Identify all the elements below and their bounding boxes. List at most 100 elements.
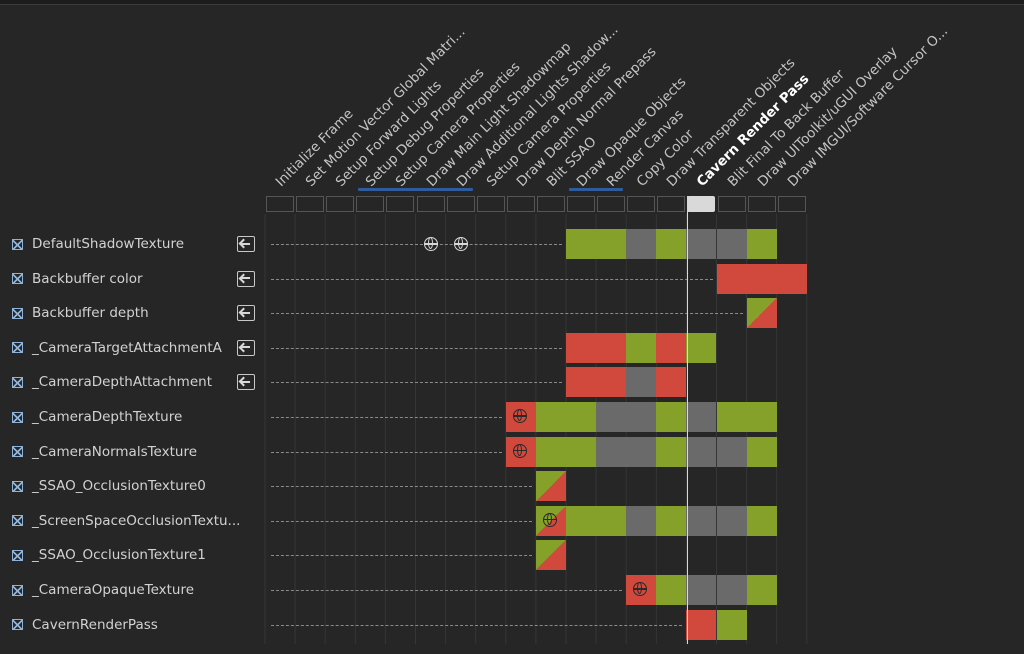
usage-cell[interactable] [716,609,747,640]
pass-header-cell[interactable] [747,196,776,212]
import-icon[interactable] [237,374,255,391]
pass-header-cell[interactable] [446,196,475,212]
usage-cell[interactable] [776,263,807,294]
usage-cell[interactable] [716,575,747,605]
usage-cell[interactable] [535,402,566,432]
usage-cell[interactable] [535,471,566,502]
usage-cell[interactable] [746,505,777,536]
usage-cell[interactable] [566,436,596,467]
usage-cell[interactable] [656,402,687,432]
usage-cell[interactable] [746,229,777,259]
pass-header-cell[interactable] [687,196,716,212]
usage-cell[interactable] [656,367,687,398]
usage-cell[interactable] [596,436,627,467]
usage-cell[interactable] [716,229,747,259]
pass-header-cell[interactable] [567,196,595,212]
resource-row[interactable]: CavernRenderPass [12,615,158,635]
usage-cell[interactable] [505,402,536,432]
usage-cell[interactable] [596,229,627,259]
usage-cell[interactable] [746,298,777,329]
usage-cell[interactable] [626,436,657,467]
usage-cell[interactable] [535,505,566,536]
usage-cell[interactable] [746,263,777,294]
resource-row[interactable]: _CameraDepthAttachment [12,372,212,392]
usage-cell[interactable] [566,505,596,536]
pass-header-cell[interactable] [717,196,746,212]
usage-cell[interactable] [686,332,717,363]
usage-cell[interactable] [626,575,657,605]
pass-header-cell[interactable] [416,196,445,212]
resource-row[interactable]: _SSAO_OcclusionTexture1 [12,545,206,565]
resource-row[interactable]: Backbuffer depth [12,303,149,323]
import-icon[interactable] [237,236,255,252]
usage-cell[interactable] [566,229,596,259]
usage-cell[interactable] [626,229,657,259]
resource-name: _CameraDepthTexture [32,409,183,425]
pass-header-cell[interactable] [356,196,385,212]
usage-cell[interactable] [656,332,687,363]
resource-row[interactable]: _ScreenSpaceOcclusionTextu... [12,511,240,531]
pass-header-cell[interactable] [657,196,686,212]
lifetime-dashed-line [271,382,562,384]
pass-header-cell[interactable] [266,196,294,212]
usage-cell[interactable] [505,436,536,467]
usage-cell[interactable] [716,436,747,467]
usage-cell[interactable] [686,436,717,467]
usage-cell[interactable] [656,436,687,467]
pass-group-bar [569,188,624,191]
usage-cell[interactable] [535,436,566,467]
usage-cell[interactable] [626,332,657,363]
usage-cell[interactable] [656,575,687,605]
usage-cell[interactable] [686,229,717,259]
usage-cell[interactable] [596,367,627,398]
pass-header-cell[interactable] [777,196,806,212]
usage-cell[interactable] [626,402,657,432]
resource-row[interactable]: _CameraDepthTexture [12,407,182,427]
texture-icon [12,515,23,527]
pass-header-cell[interactable] [597,196,626,212]
resource-name: _CameraOpaqueTexture [32,582,195,598]
usage-cell[interactable] [596,402,627,432]
pass-header-cell[interactable] [536,196,565,212]
usage-cell[interactable] [716,402,747,432]
usage-cell[interactable] [656,505,687,536]
resource-row[interactable]: _SSAO_OcclusionTexture0 [12,476,206,496]
global-access-icon [453,237,468,251]
resource-row[interactable]: _CameraOpaqueTexture [12,580,194,600]
resource-row[interactable]: DefaultShadowTexture [12,234,184,254]
resource-row[interactable]: _CameraNormalsTexture [12,442,197,462]
pass-header-cell[interactable] [386,196,415,212]
usage-cell[interactable] [566,332,596,363]
import-icon[interactable] [237,270,255,287]
usage-cell[interactable] [686,609,717,640]
usage-cell[interactable] [626,367,657,398]
usage-cell[interactable] [716,263,747,294]
usage-cell[interactable] [686,575,717,605]
pass-header-cell[interactable] [627,196,656,212]
usage-cell[interactable] [626,505,657,536]
resource-row[interactable]: Backbuffer color [12,269,143,289]
usage-cell[interactable] [746,402,777,432]
import-icon[interactable] [237,339,255,356]
usage-cell[interactable] [686,505,717,536]
global-access-icon [512,443,527,458]
resource-name: _SSAO_OcclusionTexture1 [32,547,206,564]
usage-cell[interactable] [746,436,777,467]
usage-cell[interactable] [746,575,777,605]
usage-cell[interactable] [716,505,747,536]
pass-header-cell[interactable] [296,196,325,212]
resource-row[interactable]: _CameraTargetAttachmentA [12,338,222,358]
pass-header-cell[interactable] [326,196,355,212]
pass-header-cell[interactable] [506,196,535,212]
pass-header-cell[interactable] [476,196,505,212]
usage-cell[interactable] [566,367,596,398]
usage-cell[interactable] [596,332,627,363]
lifetime-dashed-line [271,590,623,591]
usage-cell[interactable] [656,229,687,259]
usage-cell[interactable] [535,540,566,571]
usage-cell[interactable] [566,402,596,432]
usage-cell[interactable] [596,505,627,536]
texture-icon [12,307,23,319]
import-icon[interactable] [237,305,255,322]
usage-cell[interactable] [686,402,717,432]
